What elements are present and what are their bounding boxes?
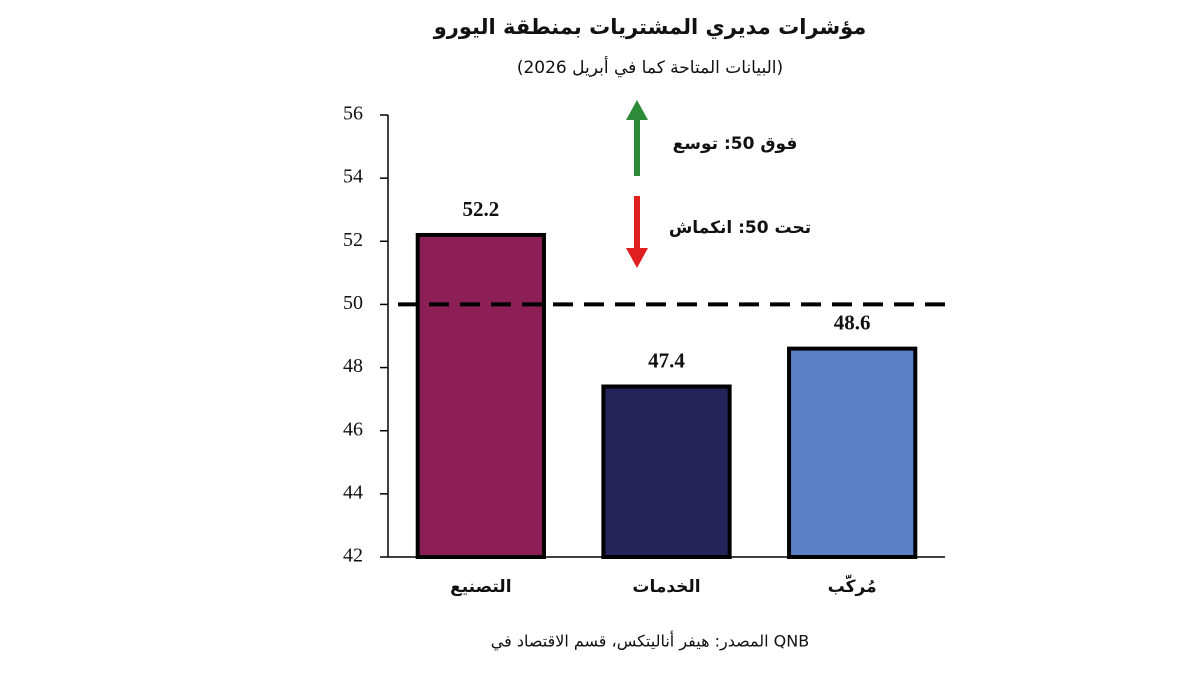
y-tick-label: 42 (343, 545, 363, 567)
annotation: تحت 50: انكماش (669, 218, 811, 238)
y-tick-label: 50 (343, 292, 363, 314)
down-arrow-head (626, 248, 648, 268)
y-tick-label: 48 (343, 355, 363, 377)
y-tick-label: 46 (343, 418, 363, 440)
data-label: 48.6 (834, 310, 871, 334)
bar (415, 232, 546, 559)
y-tick-label: 54 (343, 166, 363, 188)
up-arrow-head (626, 100, 648, 120)
x-tick-label: التصنيع (450, 577, 511, 597)
chart-title: مؤشرات مديري المشتريات بمنطقة اليورو (433, 15, 867, 40)
bar (601, 384, 732, 559)
data-label: 52.2 (462, 197, 499, 221)
x-tick-label: مُركّب (828, 574, 877, 597)
y-tick-label: 44 (343, 481, 363, 503)
y-tick-label: 56 (343, 103, 363, 125)
source-note: المصدر: هيفر أناليتكس، قسم الاقتصاد في Q… (491, 631, 809, 652)
bar (787, 346, 918, 559)
y-tick-label: 52 (343, 229, 363, 251)
data-label: 47.4 (648, 348, 685, 372)
annotation: فوق 50: توسع (673, 134, 798, 154)
x-tick-label: الخدمات (632, 577, 700, 597)
chart-subtitle: (البيانات المتاحة كما في أبريل 2026) (517, 56, 783, 78)
